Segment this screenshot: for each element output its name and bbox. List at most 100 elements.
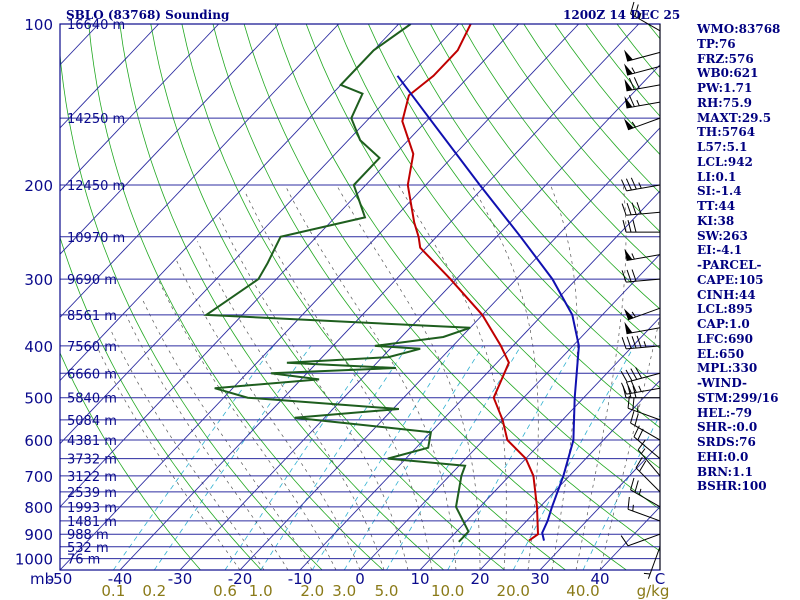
wind-barb-halfflag: [631, 253, 635, 260]
sounding-index: TH:5764: [697, 125, 756, 140]
wind-barb-flag: [622, 385, 627, 398]
wind-barb-flag: [620, 370, 628, 383]
dry-adiabat: [336, 24, 660, 429]
mixing-ratio-line: [311, 345, 455, 570]
wind-barb-flag: [639, 460, 647, 472]
sounding-index: TT:44: [697, 199, 736, 213]
wind-barb: [643, 546, 661, 579]
mixing-ratio-label: 1.0: [249, 582, 273, 600]
wind-barb-flag: [630, 477, 635, 490]
sounding-profiles: [203, 24, 580, 543]
isotherm: [299, 190, 660, 570]
wind-barb-flag: [632, 219, 637, 233]
wind-barb-pennant: [624, 63, 633, 76]
height-label: 3732 m: [67, 453, 117, 468]
height-label: 1993 m: [67, 501, 117, 516]
sounding-index: SRDS:76: [697, 435, 756, 449]
wind-barb-flag: [627, 219, 632, 233]
moist-adiabat: [284, 184, 457, 570]
temperature-tick-label: 10: [410, 570, 429, 588]
mixing-ratio-line: [224, 345, 376, 570]
dry-adiabat: [430, 24, 660, 310]
plot-frame: [59, 23, 661, 571]
temperature-unit-label: C: [655, 570, 665, 588]
sounding-index: EI:-4.1: [697, 243, 743, 258]
sounding-index: RH:75.9: [697, 95, 752, 110]
wind-barb-shaft: [627, 117, 661, 131]
wind-barb-shaft: [626, 211, 661, 216]
moist-adiabat: [471, 184, 539, 570]
pressure-unit-label: mb: [30, 570, 54, 588]
wind-barb-flag: [630, 1, 635, 15]
sounding-index: CINH:44: [697, 287, 756, 302]
isotherm: [419, 316, 660, 570]
wind-barb-shaft: [637, 449, 661, 477]
wind-barb-shaft: [626, 278, 661, 283]
wind-barb-halfflag: [636, 405, 639, 412]
wind-barb-flag: [626, 269, 632, 282]
sounding-index: EL:650: [697, 346, 745, 361]
temperature-tick-label: -10: [288, 570, 313, 588]
moist-adiabat: [550, 184, 578, 570]
height-label: 16640 m: [67, 18, 125, 33]
wind-barb: [637, 439, 661, 477]
dry-adiabat: [243, 24, 660, 552]
moist-adiabat: [244, 190, 433, 570]
mixing-ratio-label: 20.0: [497, 582, 530, 600]
height-label: 988 m: [67, 528, 109, 543]
sounding-index: WB0:621: [697, 66, 759, 81]
wind-barb: [620, 533, 661, 547]
wind-barb-flag: [626, 336, 632, 349]
mixing-ratio-unit-label: g/kg: [637, 582, 670, 600]
wind-barb-flag: [625, 369, 633, 382]
wind-barb-shaft: [627, 307, 661, 321]
pressure-tick-label: 400: [24, 338, 53, 356]
moist-adiabat: [336, 184, 481, 570]
sounding-index: BSHR:100: [697, 479, 767, 494]
height-label: 8561 m: [67, 309, 117, 324]
mixing-ratio-label: 3.0: [332, 582, 356, 600]
dry-adiabat: [274, 24, 660, 510]
height-label: 4381 m: [67, 434, 117, 449]
dry-adiabat: [60, 351, 201, 570]
wind-barb-halfflag: [631, 311, 636, 318]
wind-barb-flag: [630, 411, 635, 424]
isotherm: [179, 64, 660, 570]
wind-barb-flag: [621, 179, 627, 192]
moist-adiabat: [157, 278, 337, 570]
wind-barb: [624, 95, 661, 109]
wind-barb: [630, 477, 661, 508]
dry-adiabat: [119, 24, 445, 570]
wind-barb-flag: [637, 439, 646, 451]
pressure-tick-label: 900: [24, 526, 53, 544]
wind-barb: [630, 1, 661, 32]
dry-adiabat: [150, 24, 505, 570]
isotherm: [60, 24, 460, 445]
temperature-tick-label: -30: [168, 570, 193, 588]
moist-adiabat: [398, 184, 507, 570]
wind-barb-pennant: [624, 321, 633, 334]
isotherm: [119, 24, 640, 570]
mixing-ratio-label: 0.1: [101, 582, 125, 600]
height-label: 532 m: [67, 541, 109, 556]
wind-barb: [621, 335, 661, 350]
wind-barb-shaft: [647, 546, 661, 579]
moist-adiabat: [575, 184, 627, 570]
sounding-index: SW:263: [697, 228, 748, 243]
wind-barb-flag: [632, 385, 637, 398]
wind-barb-pennant: [623, 118, 634, 130]
wind-barb: [627, 496, 661, 522]
mixing-ratio-label: 0.2: [142, 582, 166, 600]
wind-barb-halfflag: [631, 121, 636, 128]
wind-barb-flag: [635, 456, 643, 469]
wind-barb-shaft: [626, 84, 661, 92]
sounding-index: MAXT:29.5: [697, 110, 772, 125]
moist-adiabat: [141, 297, 313, 570]
sounding-index: CAP:1.0: [697, 317, 750, 331]
height-label: 76 m: [67, 553, 100, 568]
wind-barb-halfflag: [638, 182, 642, 189]
wind-barb-flag: [628, 77, 635, 90]
wind-barb-halfflag: [643, 341, 647, 348]
dry-adiabat: [461, 24, 660, 271]
wind-barb: [621, 269, 661, 283]
